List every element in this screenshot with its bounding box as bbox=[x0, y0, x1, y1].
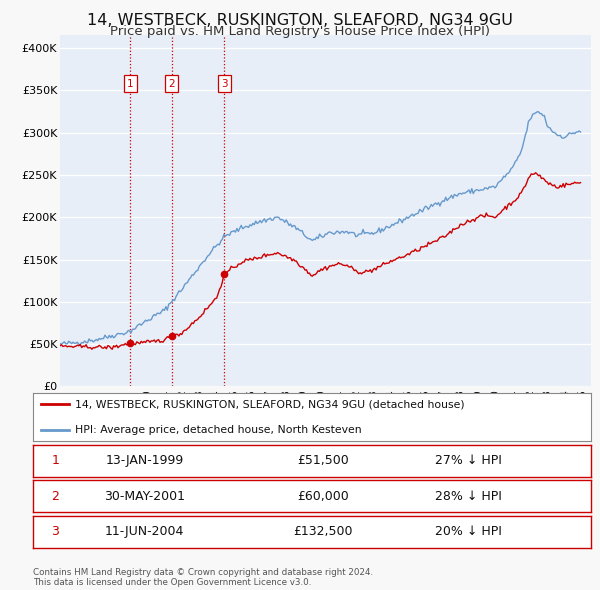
Text: £60,000: £60,000 bbox=[297, 490, 349, 503]
Text: 3: 3 bbox=[221, 78, 227, 88]
Text: 11-JUN-2004: 11-JUN-2004 bbox=[105, 525, 184, 538]
Text: 28% ↓ HPI: 28% ↓ HPI bbox=[435, 490, 502, 503]
Text: £132,500: £132,500 bbox=[293, 525, 353, 538]
Text: 2: 2 bbox=[169, 78, 175, 88]
Text: HPI: Average price, detached house, North Kesteven: HPI: Average price, detached house, Nort… bbox=[75, 425, 361, 435]
Text: 14, WESTBECK, RUSKINGTON, SLEAFORD, NG34 9GU (detached house): 14, WESTBECK, RUSKINGTON, SLEAFORD, NG34… bbox=[75, 399, 464, 409]
Text: 3: 3 bbox=[52, 525, 59, 538]
Text: Contains HM Land Registry data © Crown copyright and database right 2024.
This d: Contains HM Land Registry data © Crown c… bbox=[33, 568, 373, 587]
Text: 1: 1 bbox=[127, 78, 134, 88]
Text: Price paid vs. HM Land Registry's House Price Index (HPI): Price paid vs. HM Land Registry's House … bbox=[110, 25, 490, 38]
Text: 2: 2 bbox=[52, 490, 59, 503]
Text: 14, WESTBECK, RUSKINGTON, SLEAFORD, NG34 9GU: 14, WESTBECK, RUSKINGTON, SLEAFORD, NG34… bbox=[87, 13, 513, 28]
Text: 1: 1 bbox=[52, 454, 59, 467]
Text: £51,500: £51,500 bbox=[297, 454, 349, 467]
Text: 13-JAN-1999: 13-JAN-1999 bbox=[106, 454, 184, 467]
Text: 30-MAY-2001: 30-MAY-2001 bbox=[104, 490, 185, 503]
Text: 27% ↓ HPI: 27% ↓ HPI bbox=[435, 454, 502, 467]
Text: 20% ↓ HPI: 20% ↓ HPI bbox=[435, 525, 502, 538]
